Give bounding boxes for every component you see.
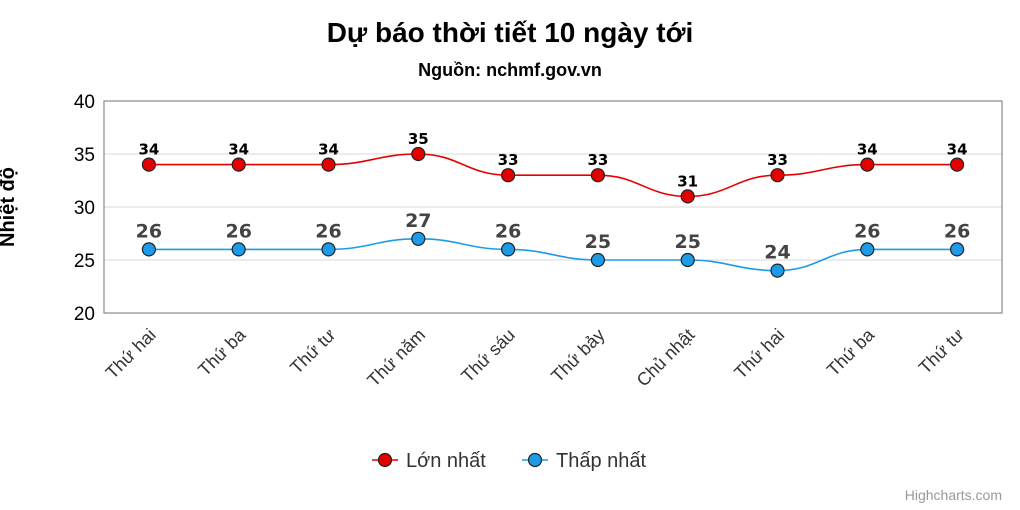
data-point xyxy=(141,242,156,257)
data-point xyxy=(141,157,156,172)
x-tick-label: Thứ ba xyxy=(823,324,879,380)
data-label: 34 xyxy=(947,141,968,159)
data-point xyxy=(321,157,336,172)
y-axis-title: Nhiệt độ xyxy=(0,167,19,247)
data-point xyxy=(501,242,516,257)
y-tick-label: 40 xyxy=(74,92,95,113)
data-label: 25 xyxy=(674,231,700,253)
data-label: 26 xyxy=(495,220,521,242)
data-label: 34 xyxy=(228,141,249,159)
data-point xyxy=(860,242,875,257)
data-label: 26 xyxy=(944,220,970,242)
credits[interactable]: Highcharts.com xyxy=(905,487,1002,503)
data-label: 33 xyxy=(587,151,608,169)
x-tick-label: Thứ tư xyxy=(286,325,339,378)
legend: Lớn nhất Thấp nhất xyxy=(372,450,647,472)
plot-border xyxy=(103,100,1003,314)
data-point xyxy=(949,242,965,257)
series-min: 26 26 26 27 26 25 25 24 26 26 xyxy=(136,210,970,278)
data-label: 31 xyxy=(677,172,698,190)
data-point xyxy=(680,252,695,268)
data-point xyxy=(860,157,875,172)
chart-subtitle: Nguồn: nchmf.gov.vn xyxy=(418,60,602,80)
data-label: 26 xyxy=(854,220,880,242)
series-line xyxy=(148,237,958,272)
data-label: 35 xyxy=(408,130,429,148)
x-tick-label: Thứ hai xyxy=(102,325,160,383)
data-point xyxy=(321,242,336,257)
data-label: 26 xyxy=(136,220,162,242)
x-tick-label: Thứ sáu xyxy=(457,325,519,387)
data-point xyxy=(590,252,606,268)
legend-item-min[interactable]: Thấp nhất xyxy=(522,450,647,472)
x-tick-label: Thứ bảy xyxy=(547,325,609,387)
y-tick-label: 25 xyxy=(74,251,95,272)
data-point xyxy=(231,242,246,257)
data-point xyxy=(680,189,695,204)
data-label: 25 xyxy=(585,231,611,253)
x-tick-label: Chủ nhật xyxy=(633,325,699,391)
data-label: 34 xyxy=(857,141,878,159)
x-tick-label: Thứ tư xyxy=(915,325,968,378)
x-tick-label: Thứ năm xyxy=(363,325,429,391)
y-tick-label: 35 xyxy=(74,145,95,166)
x-tick-label: Thứ ba xyxy=(194,324,250,380)
y-tick-label: 20 xyxy=(74,304,95,325)
data-point xyxy=(770,263,785,278)
data-point xyxy=(949,157,965,172)
data-point xyxy=(411,231,426,246)
data-label: 26 xyxy=(225,220,251,242)
data-label: 34 xyxy=(138,141,159,159)
data-point xyxy=(231,157,246,172)
data-label: 24 xyxy=(764,242,790,264)
legend-marker xyxy=(377,452,393,468)
series-max: 34 34 34 35 33 33 31 33 34 34 xyxy=(138,130,968,204)
data-label: 34 xyxy=(318,141,339,159)
chart-title: Dự báo thời tiết 10 ngày tới xyxy=(327,17,694,48)
plot-area: 20 25 30 35 40 Nhiệt độ Thứ hai Thứ ba Thứ tư Thứ… xyxy=(0,92,1003,391)
data-label: 26 xyxy=(315,220,341,242)
series-line xyxy=(148,153,958,198)
data-point xyxy=(770,168,785,183)
y-tick-label: 30 xyxy=(74,198,95,219)
legend-label: Lớn nhất xyxy=(406,450,486,472)
data-point xyxy=(411,146,426,162)
legend-marker xyxy=(527,452,543,468)
data-point xyxy=(590,168,606,183)
data-label: 33 xyxy=(498,151,519,169)
data-label: 33 xyxy=(767,151,788,169)
legend-item-max[interactable]: Lớn nhất xyxy=(372,450,486,472)
data-label: 27 xyxy=(405,210,431,232)
x-tick-label: Thứ hai xyxy=(730,325,788,383)
legend-label: Thấp nhất xyxy=(556,450,647,472)
data-point xyxy=(501,168,516,183)
